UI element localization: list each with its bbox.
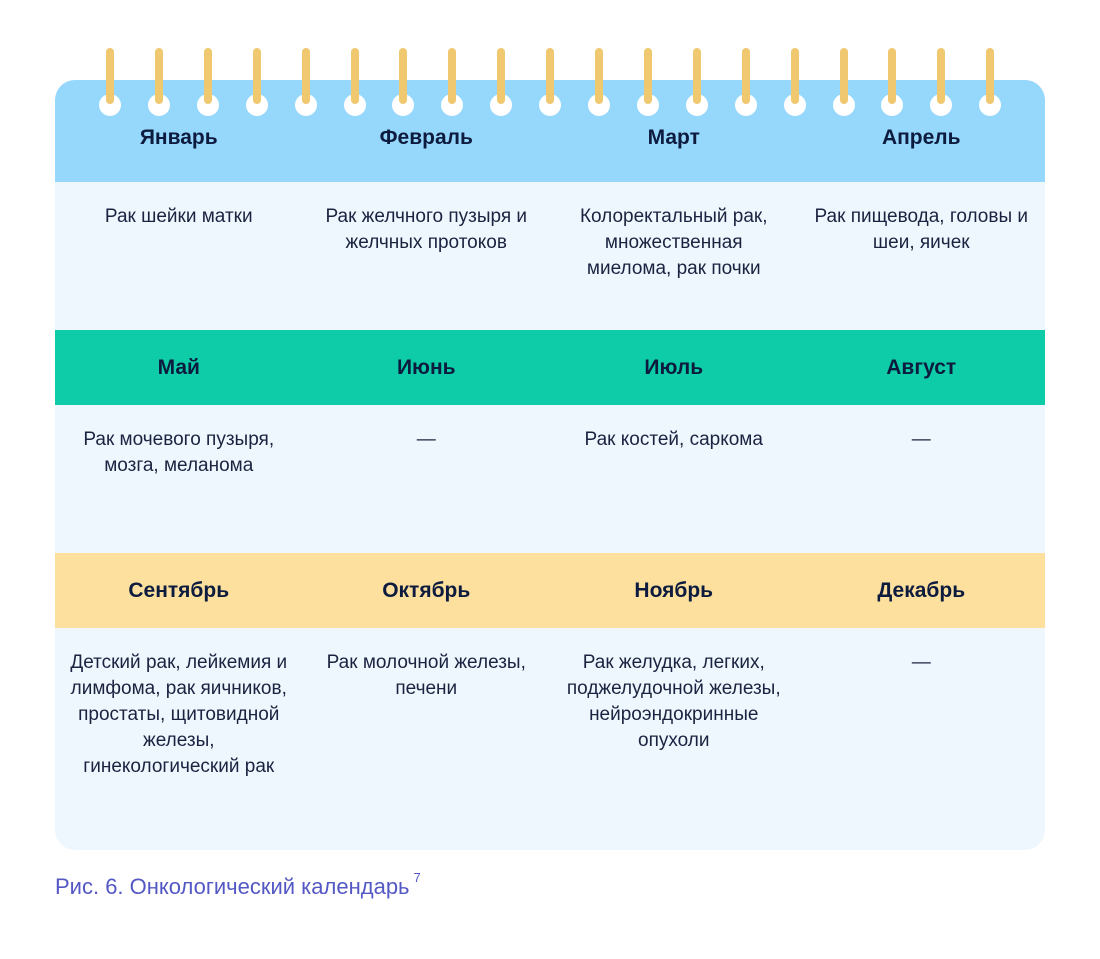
cancer-types: Колоректальный рак, множественная миелом…	[579, 206, 768, 279]
month-label: Май	[157, 355, 200, 379]
caption-text: Рис. 6. Онкологический календарь	[55, 874, 410, 899]
month-header-row: Май Июнь Июль Август	[55, 330, 1045, 405]
month-header-row: Сентябрь Октябрь Ноябрь Декабрь	[55, 553, 1045, 628]
cancer-row: Детский рак, лейкемия и лимфома, рак яич…	[55, 628, 1045, 780]
cancer-types: Детский рак, лейкемия и лимфома, рак яич…	[70, 652, 288, 777]
oncology-calendar: Январь Февраль Март Апрель Рак шейки матки Ра…	[55, 80, 1045, 850]
month-label: Март	[647, 126, 700, 149]
footnote-marker: 7	[413, 870, 421, 885]
cancer-row: Рак мочевого пузыря, мозга, меланома — Рак…	[55, 405, 1045, 479]
cancer-types: Рак костей, саркома	[584, 429, 763, 450]
month-label: Октябрь	[382, 578, 471, 602]
month-label: Февраль	[379, 126, 473, 149]
month-label: Июль	[644, 355, 704, 379]
cancer-types: Рак молочной железы, печени	[326, 652, 526, 699]
month-label: Август	[886, 355, 957, 379]
cancer-types: Рак шейки матки	[104, 206, 253, 227]
cancer-types: —	[911, 652, 931, 673]
cancer-types: —	[911, 429, 931, 450]
month-label: Сентябрь	[128, 578, 230, 602]
cancer-types: Рак желчного пузыря и желчных протоков	[325, 206, 528, 253]
figure-caption: Рис. 6. Онкологический календарь 7	[55, 870, 421, 900]
month-label: Апрель	[881, 126, 961, 149]
month-label: Декабрь	[877, 578, 966, 602]
cancer-row: Рак шейки матки Рак желчного пузыря и жел…	[55, 182, 1045, 282]
month-label: Январь	[139, 126, 218, 149]
cancer-types: Рак желудка, легких, поджелудочной желез…	[566, 652, 781, 751]
cancer-types: —	[416, 429, 436, 450]
month-label: Июнь	[396, 355, 456, 379]
cancer-types: Рак пищевода, головы и шеи, яичек	[814, 206, 1029, 253]
month-label: Ноябрь	[634, 578, 714, 602]
month-header-row: Январь Февраль Март Апрель	[55, 80, 1045, 182]
cancer-types: Рак мочевого пузыря, мозга, меланома	[83, 429, 275, 476]
